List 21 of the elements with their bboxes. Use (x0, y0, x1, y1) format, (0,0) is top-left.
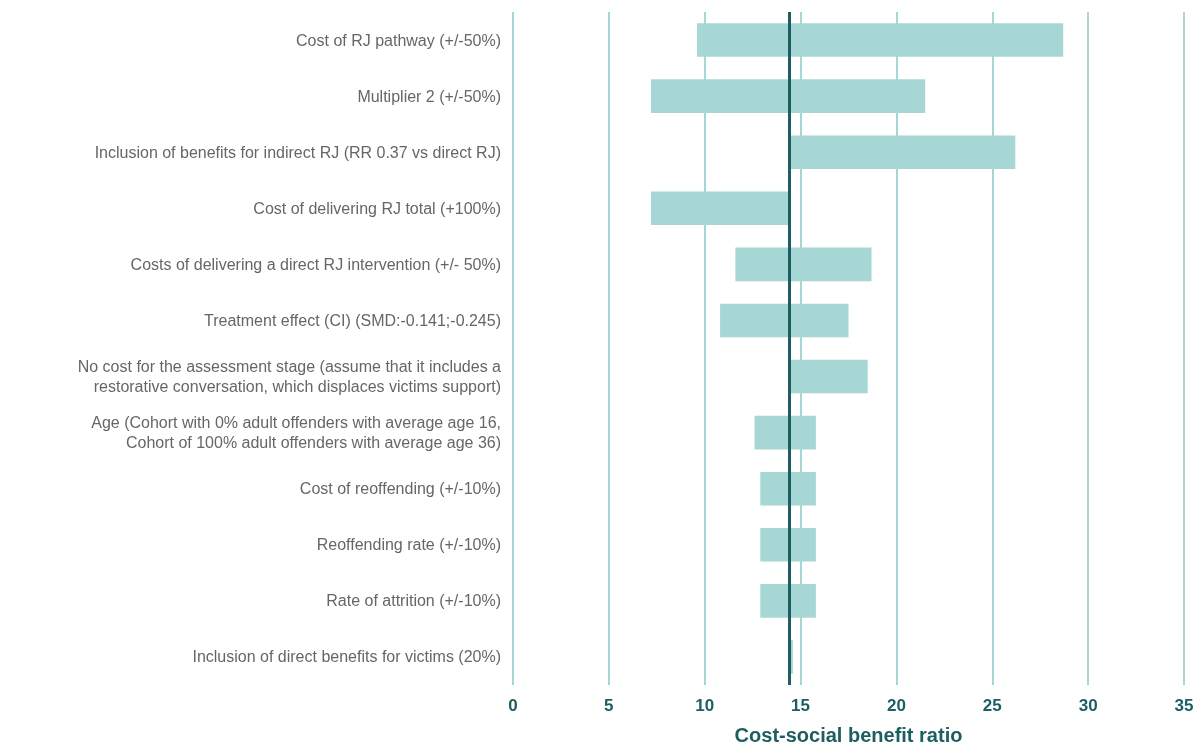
y-tick-label: Age (Cohort with 0% adult offenders with average age 16, Cohort of 100% adult offenders with average age 36) (91, 414, 501, 452)
x-tick-label: 30 (1078, 696, 1098, 715)
y-tick-label: Cost of delivering RJ total (+100%) (253, 199, 501, 217)
y-tick-label: No cost for the assessment stage (assume that it includes a restorative conversation, which displaces victims support) (77, 358, 502, 396)
y-tick-label: Treatment effect (CI) (SMD:-0.141;-0.245) (204, 311, 501, 329)
x-tick-label: 10 (695, 696, 715, 715)
y-tick-label: Inclusion of benefits for indirect RJ (RR 0.37 vs direct RJ) (94, 143, 501, 161)
x-tick-label: 25 (982, 696, 1002, 715)
x-tick-label: 20 (886, 696, 906, 715)
y-tick-label: Cost of RJ pathway (+/-50%) (296, 31, 501, 49)
x-tick-label: 0 (508, 696, 518, 715)
y-tick-label: Multiplier 2 (+/-50%) (357, 87, 501, 105)
x-tick-label: 35 (1174, 696, 1194, 715)
y-tick-label: Reoffending rate (+/-10%) (316, 536, 501, 554)
y-tick-label: Rate of attrition (+/-10%) (326, 592, 501, 610)
y-tick-label: Costs of delivering a direct RJ intervention (+/- 50%) (130, 255, 501, 273)
x-tick-label: 5 (604, 696, 614, 715)
y-tick-label: Cost of reoffending (+/-10%) (299, 480, 501, 498)
y-tick-label: Inclusion of direct benefits for victims (20%) (192, 648, 501, 666)
x-tick-label: 15 (791, 696, 811, 715)
x-axis-title: Cost-social benefit ratio (734, 724, 963, 746)
